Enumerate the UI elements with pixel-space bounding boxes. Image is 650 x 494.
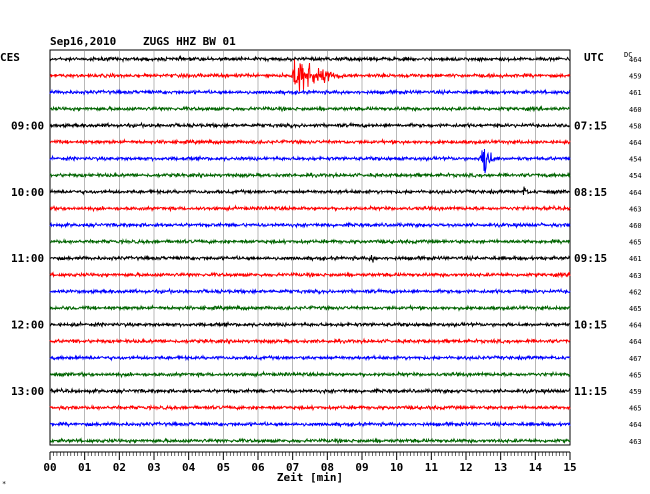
trace-line (49, 420, 571, 428)
dc-value: 454 (629, 156, 642, 164)
dc-header-label: DC (624, 51, 632, 59)
dc-value: 464 (629, 421, 642, 429)
dc-value: 467 (629, 355, 642, 363)
x-tick-label: 02 (113, 461, 126, 474)
trace-line (49, 337, 571, 345)
left-timezone-label: CES (0, 51, 20, 64)
dc-value: 460 (629, 222, 642, 230)
x-tick-label: 06 (251, 461, 265, 474)
traces (49, 54, 571, 445)
left-time-label: 11:00 (11, 252, 44, 265)
dc-value: 464 (629, 189, 642, 197)
dc-value: 463 (629, 438, 642, 446)
dc-value: 464 (629, 56, 642, 64)
dc-value: 465 (629, 371, 642, 379)
dc-value: 461 (629, 255, 642, 263)
corner-mark: * (2, 480, 6, 488)
dc-value: 461 (629, 89, 642, 97)
trace-line (49, 148, 571, 174)
dc-value: 465 (629, 305, 642, 313)
x-tick-label: 03 (147, 461, 160, 474)
right-time-label: 10:15 (574, 319, 607, 332)
x-tick-label: 15 (563, 461, 576, 474)
trace-line (49, 59, 571, 92)
trace-line (49, 88, 571, 96)
right-time-label: 11:15 (574, 385, 607, 398)
dc-value: 454 (629, 172, 642, 180)
trace-line (49, 387, 571, 395)
trace-line (49, 271, 571, 279)
dc-value: 459 (629, 73, 642, 81)
grid (49, 49, 571, 460)
dc-value: 458 (629, 122, 642, 130)
x-tick-label: 14 (529, 461, 543, 474)
x-tick-label: 05 (217, 461, 230, 474)
left-time-label: 12:00 (11, 319, 44, 332)
right-time-label: 08:15 (574, 186, 607, 199)
trace-line (49, 403, 571, 412)
trace-line (49, 303, 571, 312)
left-time-label: 09:00 (11, 119, 44, 132)
trace-line (49, 204, 571, 213)
right-time-label: 07:15 (574, 119, 607, 132)
trace-line (49, 354, 571, 362)
trace-line (49, 287, 571, 296)
dc-value: 460 (629, 106, 642, 114)
right-time-label: 09:15 (574, 252, 607, 265)
trace-line (49, 370, 571, 379)
trace-line (49, 171, 571, 179)
trace-line (49, 221, 571, 229)
trace-line (49, 437, 571, 445)
x-tick-label: 00 (43, 461, 56, 474)
x-tick-label: 09 (355, 461, 368, 474)
left-time-label: 13:00 (11, 385, 44, 398)
dc-value: 465 (629, 405, 642, 413)
station-label: ZUGS HHZ BW 01 (143, 35, 236, 48)
dc-value: 463 (629, 205, 642, 213)
x-tick-label: 12 (459, 461, 472, 474)
x-tick-label: 10 (390, 461, 403, 474)
left-time-label: 10:00 (11, 186, 44, 199)
dc-value: 464 (629, 139, 642, 147)
dc-value: 463 (629, 272, 642, 280)
plot-frame (49, 49, 571, 446)
dc-value: 464 (629, 322, 642, 330)
trace-line (49, 320, 571, 329)
x-tick-label: 01 (78, 461, 92, 474)
dc-value: 462 (629, 288, 642, 296)
x-tick-label: 13 (494, 461, 507, 474)
trace-line (50, 137, 571, 146)
right-timezone-label: UTC (584, 51, 604, 64)
x-tick-label: 07 (286, 461, 299, 474)
dc-value: 459 (629, 388, 642, 396)
trace-line (49, 54, 571, 64)
x-axis-label: Zeit [min] (277, 471, 343, 484)
x-tick-label: 11 (425, 461, 439, 474)
trace-line (49, 121, 570, 130)
trace-line (49, 105, 571, 113)
dc-value: 465 (629, 239, 642, 247)
x-tick-label: 04 (182, 461, 196, 474)
trace-line (49, 186, 571, 196)
trace-line (49, 254, 571, 263)
labels: 00 01 02 03 04 05 06 07 08 09 10 11 12 13 14 15 464 459 46… (2, 56, 642, 488)
trace-line (49, 237, 571, 246)
dc-value: 464 (629, 338, 642, 346)
x-tick-label: 08 (321, 461, 334, 474)
date-label: Sep16,2010 (50, 35, 116, 48)
